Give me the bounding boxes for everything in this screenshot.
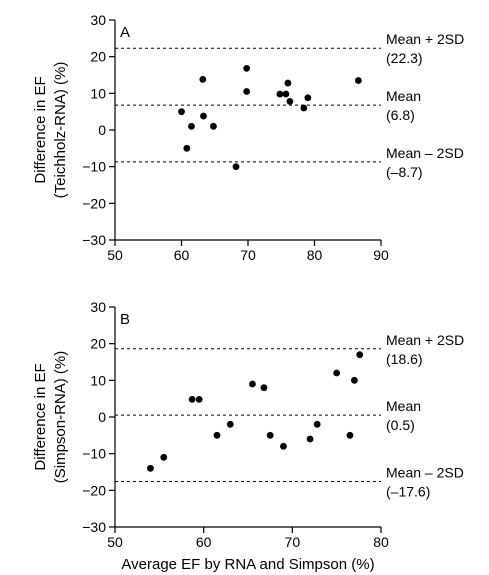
y-tick-label: −10 bbox=[82, 159, 106, 175]
data-point bbox=[188, 396, 196, 403]
y-tick-label: 0 bbox=[98, 409, 106, 425]
data-point bbox=[351, 376, 358, 384]
y-tick-label: 30 bbox=[90, 299, 106, 315]
data-point bbox=[280, 442, 287, 450]
y-tick-label: 30 bbox=[90, 12, 106, 28]
reference-line-label: Mean bbox=[386, 398, 421, 414]
data-point bbox=[232, 163, 240, 171]
data-point bbox=[333, 369, 341, 377]
y-axis-title: Difference in EF (Simpson-RNA) (%) bbox=[32, 351, 69, 484]
x-tick-label: 50 bbox=[107, 247, 123, 263]
reference-line-label: Mean – 2SD bbox=[386, 465, 464, 481]
y-tick-label: 10 bbox=[90, 372, 106, 388]
data-point bbox=[160, 453, 168, 461]
x-tick-label: 80 bbox=[373, 534, 389, 550]
y-tick-label: 20 bbox=[90, 336, 106, 352]
data-point bbox=[147, 464, 154, 472]
data-point bbox=[199, 76, 207, 83]
data-point bbox=[300, 104, 308, 112]
reference-line-label: Mean + 2SD bbox=[386, 31, 464, 47]
data-point bbox=[183, 144, 191, 152]
panel-letter: A bbox=[120, 24, 130, 41]
reference-line-value: (–8.7) bbox=[386, 164, 423, 180]
data-point bbox=[243, 88, 251, 95]
reference-line-label: Mean + 2SD bbox=[386, 332, 464, 348]
y-tick-label: −30 bbox=[82, 232, 106, 248]
panel-b: −30 −20 −10 0 10 20 30 50 60 70 80 B Mean + 2SD (18.6… bbox=[32, 299, 464, 573]
reference-line-label: Mean bbox=[386, 88, 421, 104]
reference-line-value: (0.5) bbox=[386, 417, 415, 433]
y-tick-label: 10 bbox=[90, 85, 106, 101]
data-point bbox=[354, 77, 362, 84]
x-tick-label: 80 bbox=[307, 247, 323, 263]
y-axis-title-line: (Simpson-RNA) (%) bbox=[52, 351, 69, 484]
y-tick-label: −20 bbox=[82, 195, 106, 211]
y-tick-label: 20 bbox=[90, 49, 106, 65]
data-point bbox=[243, 65, 251, 72]
data-point bbox=[284, 79, 292, 87]
x-tick-label: 70 bbox=[240, 247, 256, 263]
data-point bbox=[213, 431, 221, 439]
data-point bbox=[304, 94, 312, 102]
reference-line-value: (22.3) bbox=[386, 50, 423, 66]
data-point bbox=[306, 435, 314, 443]
panel-a: −30 −20 −10 0 10 20 30 50 60 70 80 90 A Mean + 2SD (22… bbox=[32, 12, 464, 263]
y-tick-label: −20 bbox=[82, 482, 106, 498]
y-tick-label: −10 bbox=[82, 446, 106, 462]
data-point bbox=[188, 122, 195, 130]
data-point bbox=[195, 396, 203, 403]
data-point bbox=[276, 90, 284, 98]
data-point bbox=[178, 108, 185, 116]
y-axis-title-line: Difference in EF bbox=[32, 363, 49, 470]
y-axis-title-line: Difference in EF bbox=[32, 76, 49, 183]
reference-line-label: Mean – 2SD bbox=[386, 145, 464, 161]
data-point bbox=[282, 90, 290, 98]
data-point bbox=[356, 351, 364, 359]
x-axis-title: Average EF by RNA and Simpson (%) bbox=[121, 556, 374, 573]
y-tick-label: 0 bbox=[98, 122, 106, 138]
reference-line-value: (6.8) bbox=[386, 107, 415, 123]
data-point bbox=[266, 431, 274, 439]
panel-letter: B bbox=[120, 311, 130, 328]
x-tick-label: 50 bbox=[107, 534, 123, 550]
x-tick-label: 60 bbox=[174, 247, 190, 263]
x-tick-label: 70 bbox=[285, 534, 301, 550]
data-point bbox=[226, 420, 234, 428]
x-tick-label: 60 bbox=[196, 534, 212, 550]
data-point bbox=[286, 98, 294, 105]
y-axis-title-line: (Teichholz-RNA) (%) bbox=[52, 62, 69, 199]
data-point bbox=[260, 384, 268, 392]
y-tick-label: −30 bbox=[82, 519, 106, 535]
y-axis-title: Difference in EF (Teichholz-RNA) (%) bbox=[32, 62, 69, 199]
data-point bbox=[346, 431, 354, 439]
data-point bbox=[210, 122, 217, 130]
reference-line-value: (–17.6) bbox=[386, 484, 430, 500]
reference-line-value: (18.6) bbox=[386, 351, 423, 367]
x-tick-label: 90 bbox=[373, 247, 389, 263]
data-point bbox=[249, 380, 256, 388]
data-point bbox=[313, 420, 321, 428]
data-point bbox=[200, 112, 207, 120]
